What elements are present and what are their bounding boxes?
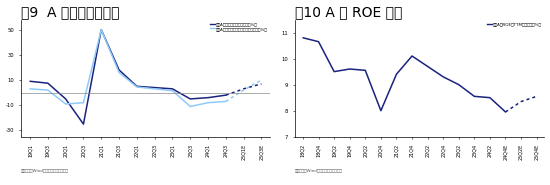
Legend: 全部A股归母净利润累计同比（%）, 全部A股剔除金融归母净利润累计同比（%）: 全部A股归母净利润累计同比（%）, 全部A股剔除金融归母净利润累计同比（%） <box>210 22 268 31</box>
Text: 资料来源：Wind，海通证券研究所测算: 资料来源：Wind，海通证券研究所测算 <box>295 168 343 172</box>
Legend: 全部A股ROE（TTM，整体法，%）: 全部A股ROE（TTM，整体法，%） <box>486 22 542 26</box>
Text: 图10 A 股 ROE 预测: 图10 A 股 ROE 预测 <box>295 6 403 20</box>
Text: 资料来源：Wind，海通证券研究所测算: 资料来源：Wind，海通证券研究所测算 <box>21 168 69 172</box>
Text: 图9  A 股利润增速预测: 图9 A 股利润增速预测 <box>21 6 120 20</box>
